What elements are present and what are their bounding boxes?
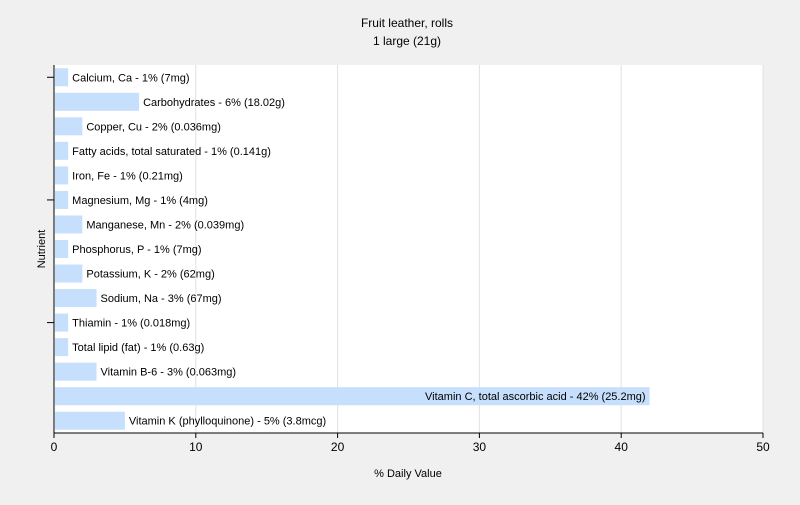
bar	[55, 166, 69, 185]
bar-label: Vitamin C, total ascorbic acid - 42% (25…	[425, 391, 646, 403]
bar	[55, 362, 97, 381]
bar	[55, 117, 83, 136]
bar	[55, 215, 83, 234]
bar-label: Sodium, Na - 3% (67mg)	[101, 293, 222, 305]
bar	[55, 387, 650, 406]
bar-label: Iron, Fe - 1% (0.21mg)	[72, 170, 183, 182]
bar-label: Vitamin K (phylloquinone) - 5% (3.8mcg)	[129, 416, 326, 428]
bar	[55, 338, 69, 357]
bar-label: Thiamin - 1% (0.018mg)	[72, 318, 190, 330]
bar	[55, 240, 69, 258]
bar-label: Carbohydrates - 6% (18.02g)	[143, 97, 285, 109]
bar	[55, 68, 69, 87]
x-axis-label: % Daily Value	[374, 468, 442, 480]
chart-title: Fruit leather, rolls	[361, 16, 453, 30]
bar-label: Calcium, Ca - 1% (7mg)	[72, 72, 189, 84]
x-tick-label: 40	[615, 440, 629, 454]
bar-label: Potassium, K - 2% (62mg)	[86, 269, 214, 281]
x-tick-label: 20	[331, 440, 345, 454]
grid-lines	[195, 65, 764, 433]
bar	[55, 289, 97, 308]
bar-label: Vitamin B-6 - 3% (0.063mg)	[101, 367, 237, 379]
bar	[55, 92, 140, 111]
bar-label: Fatty acids, total saturated - 1% (0.141…	[72, 146, 271, 158]
bar-label: Phosphorus, P - 1% (7mg)	[72, 244, 201, 256]
chart-subtitle: 1 large (21g)	[373, 34, 441, 48]
x-tick-label: 10	[189, 440, 203, 454]
bars: Calcium, Ca - 1% (7mg) Carbohydrates - 6%…	[55, 68, 650, 430]
bar-label: Magnesium, Mg - 1% (4mg)	[72, 195, 208, 207]
bar-label: Copper, Cu - 2% (0.036mg)	[86, 121, 221, 133]
axes: 0 10 20 30 40 50	[47, 65, 770, 454]
bar	[55, 190, 69, 209]
bar	[55, 141, 69, 160]
bar-label: Total lipid (fat) - 1% (0.63g)	[72, 342, 204, 354]
x-tick-label: 0	[51, 440, 58, 454]
bar-label: Manganese, Mn - 2% (0.039mg)	[86, 219, 244, 231]
bar	[55, 411, 125, 430]
bar	[55, 264, 83, 283]
plot-area	[54, 65, 763, 433]
x-tick-label: 30	[473, 440, 487, 454]
x-tick-label: 50	[756, 440, 770, 454]
bar	[55, 313, 69, 332]
y-axis-label: Nutrient	[36, 230, 48, 269]
